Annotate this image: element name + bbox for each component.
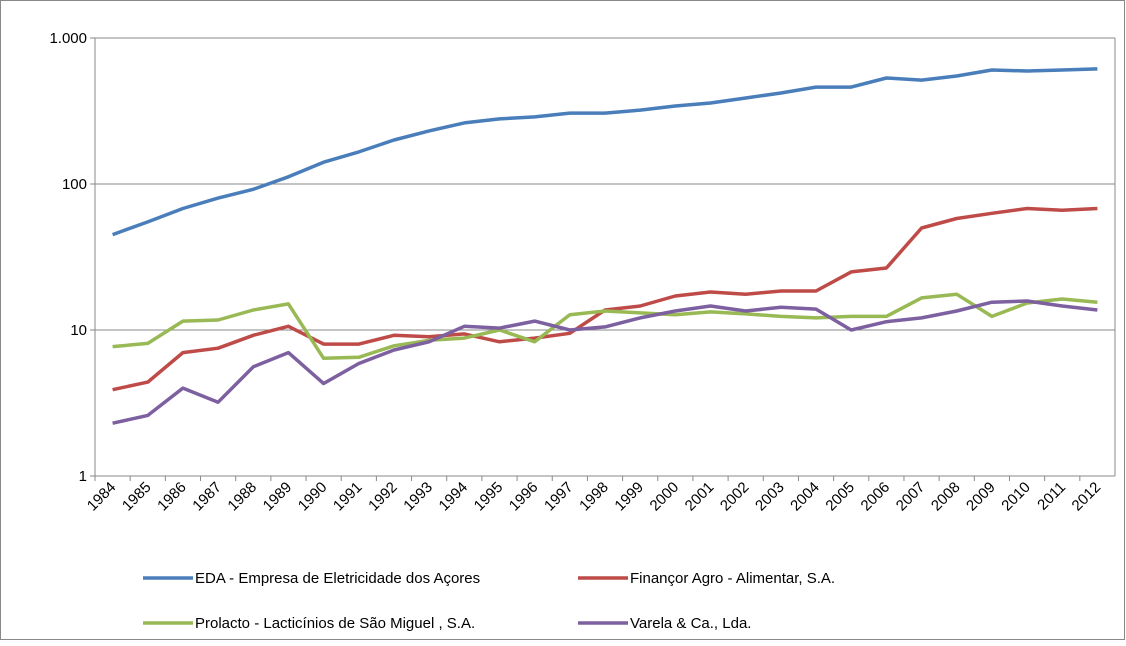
y-tick-label: 1.000 (49, 30, 87, 47)
series-line (112, 292, 1098, 361)
legend-label: Prolacto - Lacticínios de São Miguel , S… (195, 615, 475, 632)
y-tick-label: 10 (70, 322, 87, 339)
legend-label: EDA - Empresa de Eletricidade dos Açores (195, 570, 480, 587)
series-line (112, 299, 1098, 425)
y-tick-label: 100 (62, 176, 87, 193)
y-tick-label: 1 (79, 468, 87, 485)
legend-label: Varela & Ca., Lda. (630, 615, 751, 632)
legend-label: Finançor Agro - Alimentar, S.A. (630, 570, 835, 587)
series-line (112, 67, 1098, 237)
